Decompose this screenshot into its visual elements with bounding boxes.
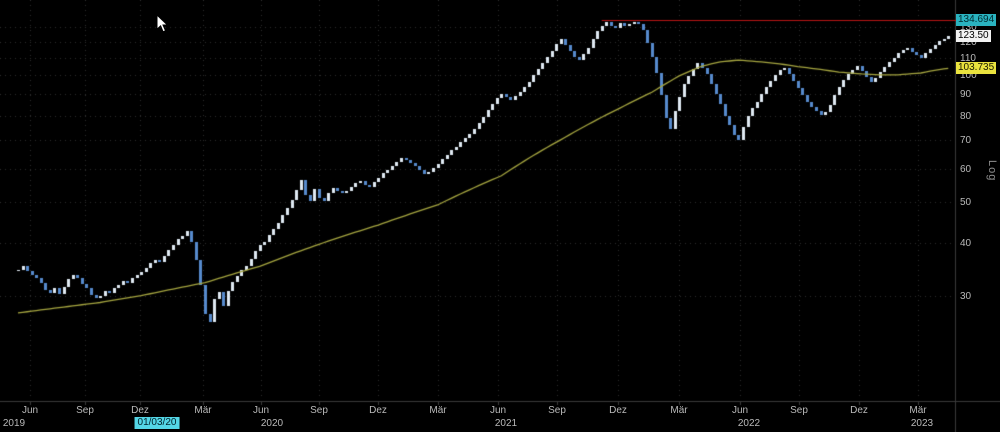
- price-tag-last-price: 123.50: [956, 30, 991, 42]
- log-scale-label[interactable]: Log: [986, 160, 998, 182]
- mouse-cursor-icon: [156, 13, 169, 39]
- price-tag-moving-average: 103.735: [956, 62, 997, 74]
- price-tag-resistance: 134.694: [956, 14, 997, 26]
- date-marker: 01/03/20: [134, 417, 180, 429]
